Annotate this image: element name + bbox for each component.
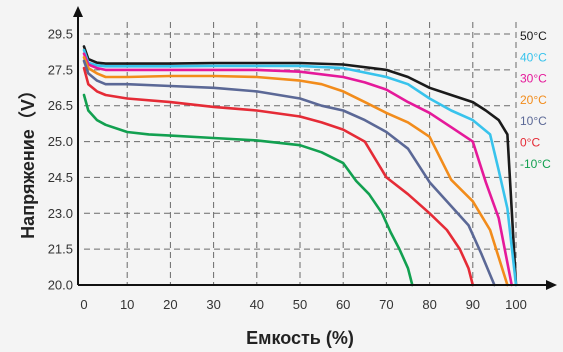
- legend-entry: -10°C: [520, 157, 551, 171]
- legend-entry: 50°C: [520, 29, 547, 43]
- y-axis-arrow: [73, 6, 83, 17]
- y-tick-labels: 20.0 21.5 23.0 24.5 25.0 26.5 27.5 29.5: [48, 27, 73, 293]
- x-tick-label: 80: [422, 297, 436, 312]
- y-tick-label: 25.0: [48, 134, 73, 149]
- series-line: [82, 45, 518, 287]
- series-line: [82, 66, 475, 287]
- series-lines: [82, 45, 518, 287]
- x-tick-label: 70: [379, 297, 393, 312]
- series-line: [82, 93, 414, 287]
- x-tick-label: 30: [206, 297, 220, 312]
- legend-entry: 40°C: [520, 50, 547, 64]
- x-axis-title: Емкость (%): [246, 328, 354, 348]
- y-tick-label: 26.5: [48, 98, 73, 113]
- y-tick-label: 29.5: [48, 27, 73, 42]
- series-line: [82, 56, 509, 287]
- x-tick-label: 0: [80, 297, 87, 312]
- series-line: [82, 59, 496, 287]
- series-line: [82, 52, 513, 287]
- x-tick-labels: 0 10 20 30 40 50 60 70 80 90 100: [80, 297, 526, 312]
- legend-entry: 30°C: [520, 72, 547, 86]
- x-tick-label: 90: [466, 297, 480, 312]
- x-tick-label: 20: [163, 297, 177, 312]
- x-axis-arrow: [546, 280, 557, 290]
- legend: 50°C 40°C 30°C 20°C 10°C 0°C -10°C: [520, 29, 551, 171]
- y-tick-label: 23.0: [48, 206, 73, 221]
- y-tick-label: 27.5: [48, 62, 73, 77]
- legend-entry: 10°C: [520, 114, 547, 128]
- y-tick-label: 24.5: [48, 170, 73, 185]
- legend-entry: 0°C: [520, 136, 540, 150]
- series-line: [82, 48, 518, 287]
- y-axis-title: Напряжение（V）: [18, 81, 38, 239]
- axes: [73, 6, 557, 290]
- x-tick-label: 40: [250, 297, 264, 312]
- x-tick-label: 50: [293, 297, 307, 312]
- grid: [84, 22, 517, 285]
- y-tick-label: 20.0: [48, 278, 73, 293]
- x-tick-label: 60: [336, 297, 350, 312]
- y-tick-label: 21.5: [48, 242, 73, 257]
- legend-entry: 20°C: [520, 93, 547, 107]
- x-tick-label: 100: [505, 297, 527, 312]
- x-tick-label: 10: [120, 297, 134, 312]
